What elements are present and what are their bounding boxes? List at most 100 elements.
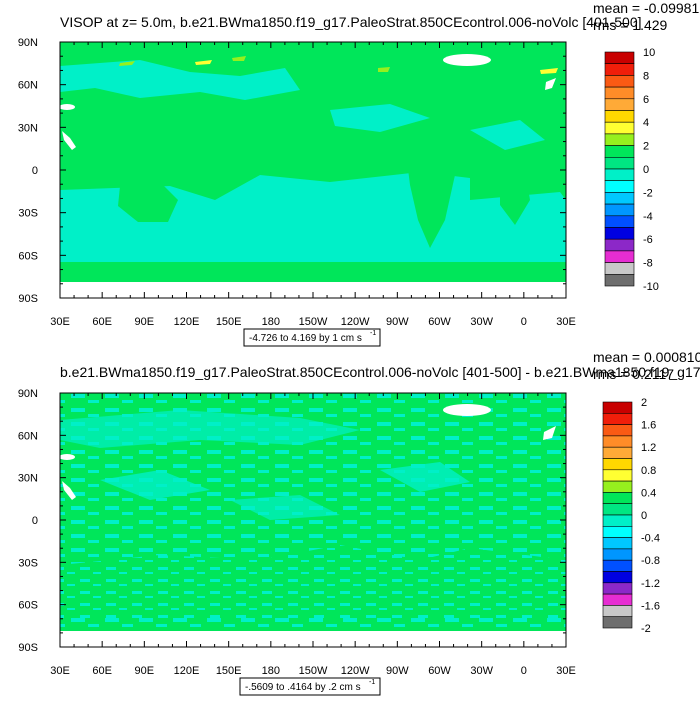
x-tick-label: 90E xyxy=(135,665,155,677)
colorbar-label: -0.4 xyxy=(641,533,660,545)
colorbar-swatch xyxy=(604,86,635,100)
panel-2-x-ticks: 30E 60E 90E 120E 150E 180 150W 120W 90W 60W 30W 0 30… xyxy=(50,393,576,677)
panel-2-mean: mean = 0.0008102 xyxy=(593,349,700,365)
x-tick-label: 60W xyxy=(428,316,451,328)
colorbar-swatch xyxy=(604,145,635,158)
colorbar-label: 1.2 xyxy=(641,442,656,454)
panel-2-range-label: -.5609 to .4164 by .2 cm s xyxy=(245,682,361,693)
x-tick-label: 30W xyxy=(470,316,493,328)
y-tick-label: 60N xyxy=(18,80,38,92)
colorbar-swatch xyxy=(604,133,635,146)
colorbar-swatch xyxy=(602,548,633,561)
colorbar-swatch xyxy=(602,571,633,584)
x-tick-label: 30E xyxy=(50,316,70,328)
x-tick-label: 150W xyxy=(299,665,328,677)
x-tick-label: 60W xyxy=(428,665,451,677)
colorbar-swatch xyxy=(602,458,633,471)
colorbar-swatch xyxy=(604,110,635,123)
y-tick-label: 90S xyxy=(18,642,38,654)
colorbar-swatch xyxy=(602,514,633,527)
x-tick-label: 150E xyxy=(216,665,242,677)
y-tick-label: 60S xyxy=(18,600,38,612)
colorbar-swatch xyxy=(604,98,635,111)
panel-2-colorbar: 2 1.6 1.2 0.8 0.4 0 -0.4 -0.8 -1.2 -1.6 -2 xyxy=(602,397,660,635)
x-tick-label: 60E xyxy=(92,316,112,328)
x-tick-label: 30W xyxy=(470,665,493,677)
panel-2-range-box: -.5609 to .4164 by .2 cm s -1 xyxy=(239,677,381,696)
colorbar-swatch xyxy=(604,157,635,170)
colorbar-label: -10 xyxy=(643,281,659,293)
colorbar-swatch xyxy=(602,525,633,538)
panel-1-y-ticks: 90N 60N 30N 0 30S 60S 90S xyxy=(18,37,566,305)
colorbar-label: -6 xyxy=(643,234,653,246)
colorbar-label: -2 xyxy=(643,187,653,199)
x-tick-label: 90W xyxy=(386,665,409,677)
panel-2-title: b.e21.BWma1850.f19_g17.PaleoStrat.850CEc… xyxy=(60,364,700,380)
panel-2-rms: rms = 0.2117 xyxy=(593,366,674,382)
colorbar-label: 2 xyxy=(641,397,647,409)
x-tick-label: 180 xyxy=(262,316,280,328)
panel-1-range-exp: -1 xyxy=(370,330,376,337)
colorbar-label: -8 xyxy=(643,258,653,270)
colorbar-label: 0 xyxy=(641,510,647,522)
colorbar-label: -4 xyxy=(643,211,653,223)
colorbar-swatch xyxy=(602,616,633,629)
panel-2-range-exp: -1 xyxy=(369,679,375,686)
colorbar-swatch xyxy=(602,435,633,448)
colorbar-label: 4 xyxy=(643,117,649,129)
colorbar-label: -2 xyxy=(641,623,651,635)
colorbar-swatch xyxy=(602,446,633,459)
colorbar-label: 0 xyxy=(643,164,649,176)
panel-2-map xyxy=(59,392,567,648)
panel-1-mean: mean = -0.09981 xyxy=(593,0,699,16)
colorbar-swatch xyxy=(602,469,633,482)
x-tick-label: 0 xyxy=(521,316,527,328)
x-tick-label: 120W xyxy=(341,665,370,677)
colorbar-label: 0.4 xyxy=(641,487,656,499)
x-tick-label: 30E xyxy=(556,316,576,328)
colorbar-swatch xyxy=(604,63,635,76)
colorbar-label: 8 xyxy=(643,70,649,82)
y-tick-label: 30S xyxy=(18,208,38,220)
x-tick-label: 120W xyxy=(341,316,370,328)
colorbar-label: -0.8 xyxy=(641,555,660,567)
x-tick-label: 180 xyxy=(262,665,280,677)
colorbar-swatch xyxy=(604,203,635,217)
colorbar-label: 6 xyxy=(643,94,649,106)
y-tick-label: 30N xyxy=(18,122,38,134)
y-tick-label: 0 xyxy=(32,515,38,527)
y-tick-label: 90N xyxy=(18,388,38,400)
x-tick-label: 120E xyxy=(174,665,200,677)
panel-1-range-label: -4.726 to 4.169 by 1 cm s xyxy=(249,333,362,344)
colorbar-swatch xyxy=(602,492,633,504)
colorbar-label: 2 xyxy=(643,141,649,153)
x-tick-label: 30E xyxy=(556,665,576,677)
panel-1-map xyxy=(59,41,567,299)
colorbar-label: 10 xyxy=(643,47,655,59)
colorbar-swatch xyxy=(602,559,633,572)
colorbar-swatch xyxy=(604,238,635,252)
colorbar-swatch xyxy=(602,605,633,618)
colorbar-swatch xyxy=(602,401,633,414)
x-tick-label: 90E xyxy=(135,316,155,328)
y-tick-label: 60S xyxy=(18,250,38,262)
colorbar-swatch xyxy=(602,537,633,550)
panel-1-rms: rms = 1.429 xyxy=(593,17,668,33)
colorbar-swatch xyxy=(604,250,635,263)
colorbar-swatch xyxy=(602,593,633,606)
panel-2: b.e21.BWma1850.f19_g17.PaleoStrat.850CEc… xyxy=(18,349,700,696)
panel-1-colorbar: 10 8 6 4 2 0 -2 -4 -6 -8 -10 xyxy=(604,47,659,293)
colorbar-swatch xyxy=(604,192,635,205)
y-tick-label: 90N xyxy=(18,37,38,49)
y-tick-label: 0 xyxy=(32,165,38,177)
colorbar-swatch xyxy=(604,262,635,275)
colorbar-swatch xyxy=(602,503,633,516)
colorbar-swatch xyxy=(604,215,635,228)
x-tick-label: 30E xyxy=(50,665,70,677)
colorbar-swatch xyxy=(602,412,633,425)
panel-2-y-ticks: 90N 60N 30N 0 30S 60S 90S xyxy=(18,388,566,654)
y-tick-label: 90S xyxy=(18,293,38,305)
colorbar-swatch xyxy=(602,480,633,493)
colorbar-swatch xyxy=(602,424,633,437)
